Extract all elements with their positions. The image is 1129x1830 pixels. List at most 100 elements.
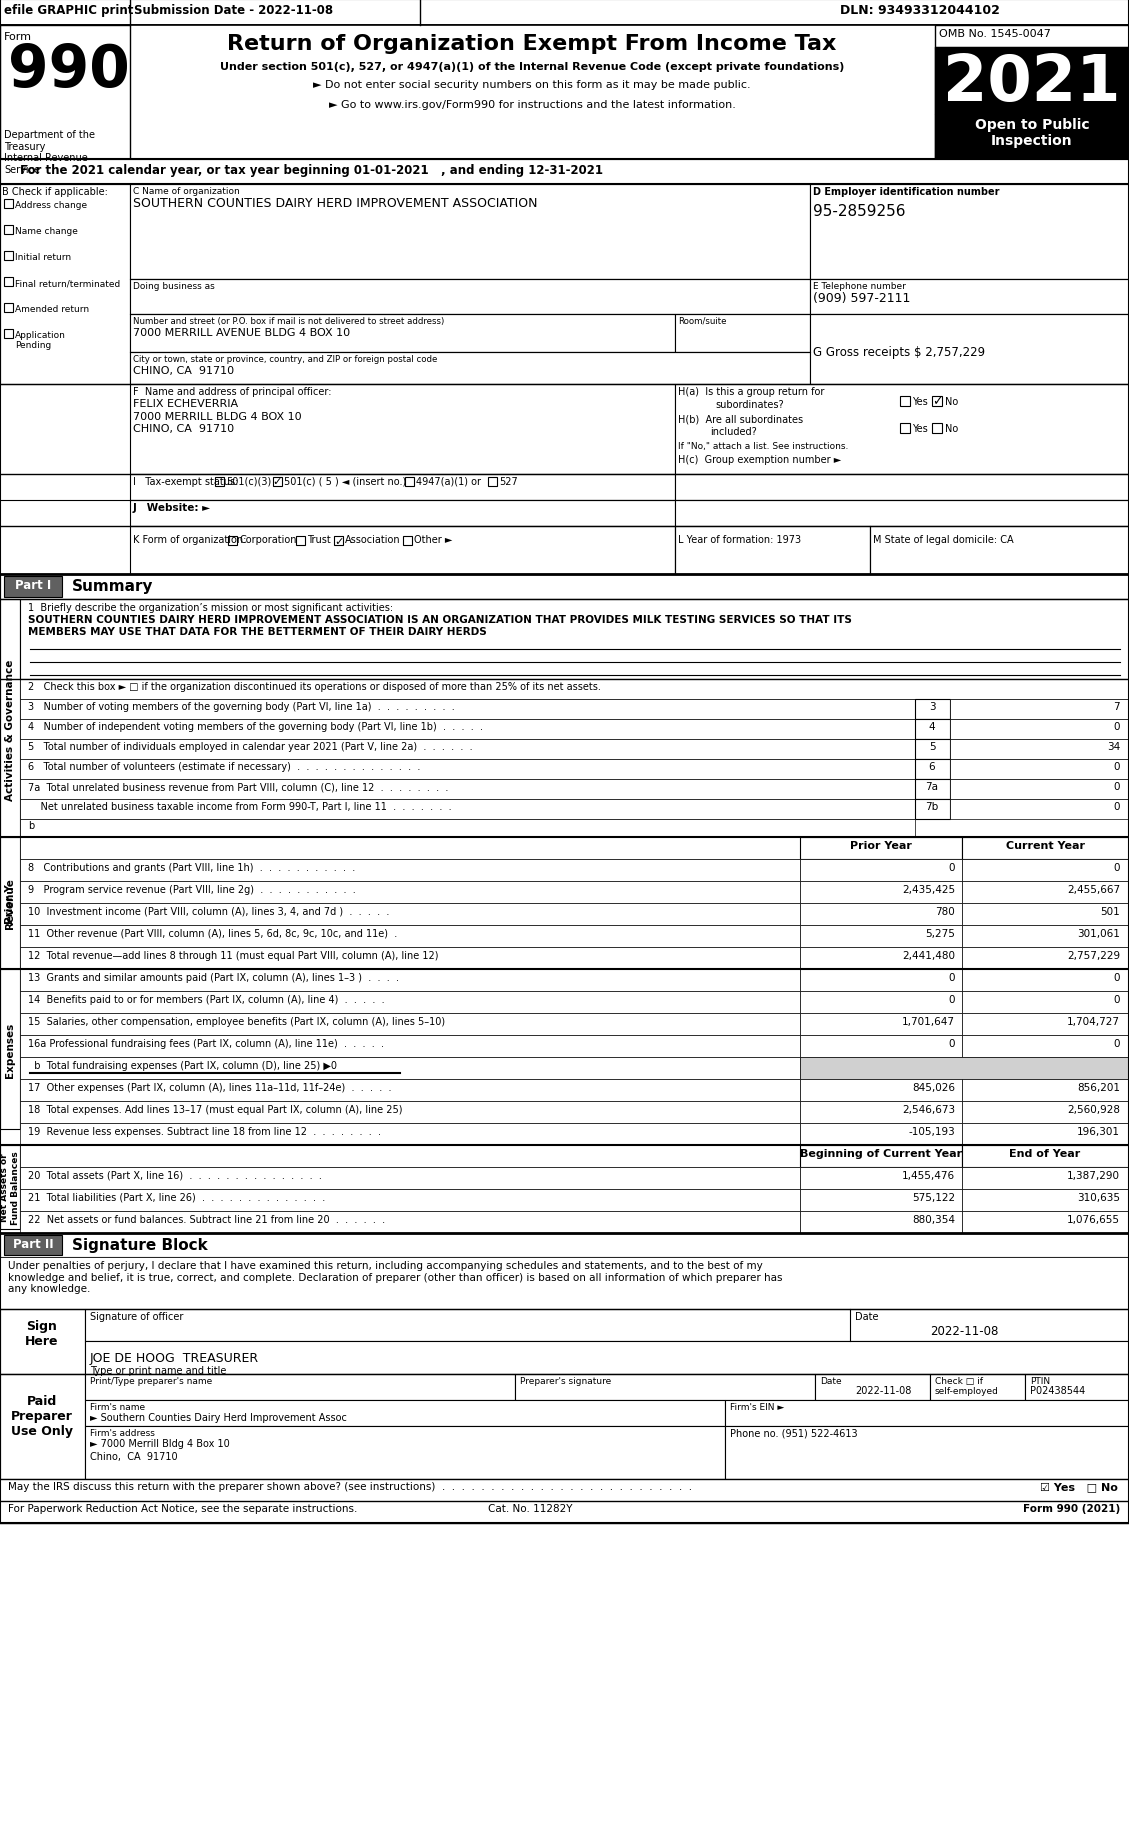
Bar [800, 1190, 962, 1211]
Bar [488, 478, 497, 487]
Bar [228, 536, 237, 545]
Text: 2   Check this box ► □ if the organization discontinued its operations or dispos: 2 Check this box ► □ if the organization… [28, 681, 601, 692]
Bar [296, 536, 305, 545]
Text: 9   Program service revenue (Part VIII, line 2g)  .  .  .  .  .  .  .  .  .  .  : 9 Program service revenue (Part VIII, li… [28, 884, 356, 895]
Text: Summary: Summary [72, 578, 154, 593]
Text: b  Total fundraising expenses (Part IX, column (D), line 25) ▶0: b Total fundraising expenses (Part IX, c… [28, 1060, 336, 1071]
Text: 2,441,480: 2,441,480 [902, 950, 955, 961]
Text: 856,201: 856,201 [1077, 1082, 1120, 1093]
Text: Prior Year: Prior Year [850, 840, 912, 851]
Text: 4   Number of independent voting members of the governing body (Part VI, line 1b: 4 Number of independent voting members o… [28, 721, 483, 732]
Bar [0, 1146, 20, 1230]
Bar [20, 860, 800, 882]
Bar [0, 970, 20, 1129]
Bar [20, 904, 800, 926]
Text: subordinates?: subordinates? [715, 399, 784, 410]
Bar [800, 926, 962, 948]
Bar [962, 838, 1129, 860]
Text: Form: Form [5, 31, 32, 42]
Bar [20, 970, 800, 992]
Text: Revenue: Revenue [5, 878, 15, 930]
Text: 34: 34 [1106, 741, 1120, 752]
Text: ► Do not enter social security numbers on this form as it may be made public.: ► Do not enter social security numbers o… [313, 81, 751, 90]
Bar [20, 948, 800, 970]
Text: Check □ if
self-employed: Check □ if self-employed [935, 1376, 999, 1396]
Text: ✓: ✓ [931, 395, 943, 408]
Text: 2022-11-08: 2022-11-08 [930, 1325, 998, 1338]
Bar [85, 1308, 1129, 1341]
Text: 5: 5 [929, 741, 935, 752]
Text: 7: 7 [1113, 701, 1120, 712]
Bar [130, 353, 809, 384]
Text: 2,546,673: 2,546,673 [902, 1103, 955, 1114]
Text: 310,635: 310,635 [1077, 1193, 1120, 1202]
Text: Phone no. (951) 522-4613: Phone no. (951) 522-4613 [730, 1427, 858, 1438]
Text: ► Southern Counties Dairy Herd Improvement Assoc: ► Southern Counties Dairy Herd Improveme… [90, 1413, 347, 1422]
Bar [273, 478, 282, 487]
Bar [962, 1168, 1129, 1190]
Bar [0, 159, 1129, 185]
Text: Name change: Name change [15, 227, 78, 236]
Bar [949, 780, 1129, 800]
Bar [962, 926, 1129, 948]
Text: 11  Other revenue (Part VIII, column (A), lines 5, 6d, 8c, 9c, 10c, and 11e)  .: 11 Other revenue (Part VIII, column (A),… [28, 928, 397, 939]
Text: 0: 0 [948, 1038, 955, 1049]
Bar [962, 992, 1129, 1014]
Text: Cat. No. 11282Y: Cat. No. 11282Y [488, 1502, 572, 1513]
Text: 7b: 7b [926, 802, 938, 811]
Bar [515, 1374, 815, 1400]
Text: 7a  Total unrelated business revenue from Part VIII, column (C), line 12  .  .  : 7a Total unrelated business revenue from… [28, 781, 448, 792]
Text: Open to Public
Inspection: Open to Public Inspection [974, 117, 1089, 148]
Text: Paid
Preparer
Use Only: Paid Preparer Use Only [11, 1394, 73, 1437]
Bar [85, 1400, 725, 1426]
Bar [675, 501, 1129, 527]
Bar [914, 699, 949, 719]
Text: Beginning of Current Year: Beginning of Current Year [800, 1149, 962, 1158]
Bar [215, 478, 224, 487]
Bar [675, 527, 870, 575]
Text: Firm's name: Firm's name [90, 1402, 146, 1411]
Text: Room/suite: Room/suite [679, 317, 726, 326]
Bar [20, 699, 914, 719]
Bar [914, 800, 949, 820]
Text: Signature of officer: Signature of officer [90, 1312, 183, 1321]
Bar [20, 600, 1129, 679]
Text: 780: 780 [935, 906, 955, 917]
Bar [20, 780, 914, 800]
Text: P02438544: P02438544 [1030, 1385, 1085, 1394]
Bar [85, 1426, 725, 1479]
Bar [800, 1080, 962, 1102]
Text: 0: 0 [948, 862, 955, 873]
Bar [130, 501, 675, 527]
Text: included?: included? [710, 426, 756, 437]
Bar [962, 882, 1129, 904]
Text: Department of the
Treasury
Internal Revenue
Service: Department of the Treasury Internal Reve… [5, 130, 95, 174]
Bar [0, 1479, 1129, 1501]
Text: Net Assets or
Fund Balances: Net Assets or Fund Balances [0, 1151, 19, 1224]
Bar [20, 838, 800, 860]
Bar [20, 820, 914, 838]
Text: 2,757,229: 2,757,229 [1067, 950, 1120, 961]
Text: Prior Y: Prior Y [5, 884, 15, 924]
Bar [0, 1308, 85, 1374]
Text: ✓: ✓ [273, 478, 282, 487]
Bar [725, 1400, 1129, 1426]
Bar [675, 315, 809, 353]
Text: 2,560,928: 2,560,928 [1067, 1103, 1120, 1114]
Bar [809, 185, 1129, 280]
Text: ✓: ✓ [334, 536, 343, 545]
Bar [20, 1211, 800, 1233]
Text: 2021: 2021 [943, 51, 1121, 113]
Text: 5   Total number of individuals employed in calendar year 2021 (Part V, line 2a): 5 Total number of individuals employed i… [28, 741, 473, 752]
Bar [20, 1058, 800, 1080]
Bar [0, 1374, 85, 1479]
Bar [20, 679, 1129, 699]
Text: 2022-11-08: 2022-11-08 [855, 1385, 911, 1394]
Text: 301,061: 301,061 [1077, 928, 1120, 939]
Text: Signature Block: Signature Block [72, 1237, 208, 1252]
Bar [130, 280, 809, 315]
Bar [800, 992, 962, 1014]
Text: D Employer identification number: D Employer identification number [813, 187, 999, 198]
Bar [800, 1146, 962, 1168]
Bar [5, 576, 62, 598]
